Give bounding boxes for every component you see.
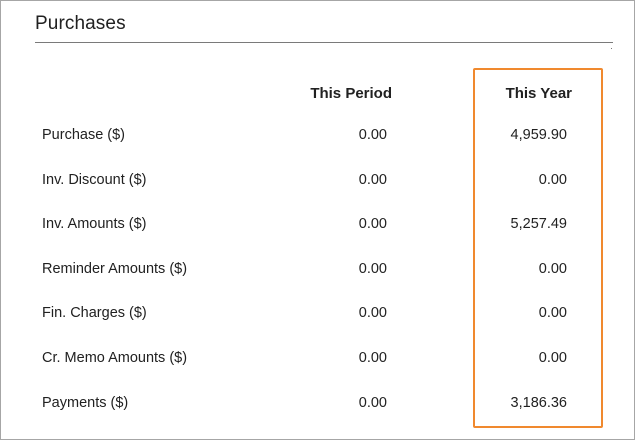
this-period-value[interactable]: 0.00 xyxy=(358,216,387,232)
row-label: Inv. Amounts ($) xyxy=(42,216,147,232)
this-year-value[interactable]: 3,186.36 xyxy=(510,395,567,411)
row-label: Fin. Charges ($) xyxy=(42,305,147,321)
row-label: Payments ($) xyxy=(42,395,129,411)
this-period-value[interactable]: 0.00 xyxy=(358,350,387,366)
title-divider xyxy=(35,42,613,43)
row-label: Purchase ($) xyxy=(42,127,126,143)
this-period-value[interactable]: 0.00 xyxy=(358,261,387,277)
this-period-value[interactable]: 0.00 xyxy=(358,172,387,188)
row-label: Reminder Amounts ($) xyxy=(42,261,188,277)
this-year-value[interactable]: 0.00 xyxy=(538,172,567,188)
divider-dot xyxy=(611,48,612,49)
this-year-value[interactable]: 4,959.90 xyxy=(510,127,567,143)
this-year-value[interactable]: 0.00 xyxy=(538,350,567,366)
this-period-value[interactable]: 0.00 xyxy=(358,395,387,411)
row-purchase: Purchase ($) 0.00 4,959.90 xyxy=(1,127,634,151)
row-inv-discount: Inv. Discount ($) 0.00 0.00 xyxy=(1,172,634,196)
row-reminder-amounts: Reminder Amounts ($) 0.00 0.00 xyxy=(1,261,634,285)
this-period-value[interactable]: 0.00 xyxy=(358,305,387,321)
this-year-value[interactable]: 0.00 xyxy=(538,305,567,321)
row-cr-memo-amounts: Cr. Memo Amounts ($) 0.00 0.00 xyxy=(1,350,634,374)
row-payments: Payments ($) 0.00 3,186.36 xyxy=(1,395,634,419)
this-year-value[interactable]: 5,257.49 xyxy=(510,216,567,232)
row-inv-amounts: Inv. Amounts ($) 0.00 5,257.49 xyxy=(1,216,634,240)
this-year-column-highlight xyxy=(473,68,603,428)
row-label: Inv. Discount ($) xyxy=(42,172,147,188)
row-fin-charges: Fin. Charges ($) 0.00 0.00 xyxy=(1,305,634,329)
column-header-this-year: This Year xyxy=(505,85,572,102)
column-header-this-period: This Period xyxy=(310,85,392,102)
this-period-value[interactable]: 0.00 xyxy=(358,127,387,143)
this-year-value[interactable]: 0.00 xyxy=(538,261,567,277)
section-title: Purchases xyxy=(35,13,126,34)
row-label: Cr. Memo Amounts ($) xyxy=(42,350,188,366)
